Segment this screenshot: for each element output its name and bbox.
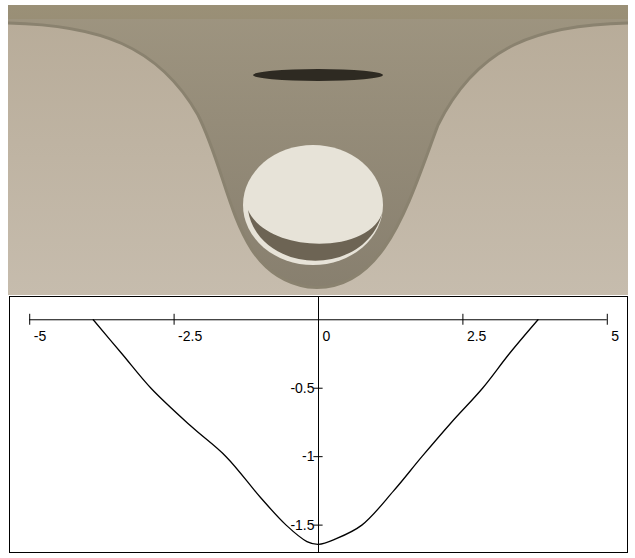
svg-text:5: 5 (611, 328, 619, 344)
svg-text:-1: -1 (302, 448, 315, 464)
svg-text:0: 0 (323, 328, 331, 344)
svg-text:-5: -5 (34, 328, 47, 344)
svg-text:-1.5: -1.5 (290, 517, 314, 533)
svg-text:-0.5: -0.5 (290, 380, 314, 396)
svg-text:2.5: 2.5 (467, 328, 487, 344)
svg-text:-2.5: -2.5 (178, 328, 202, 344)
